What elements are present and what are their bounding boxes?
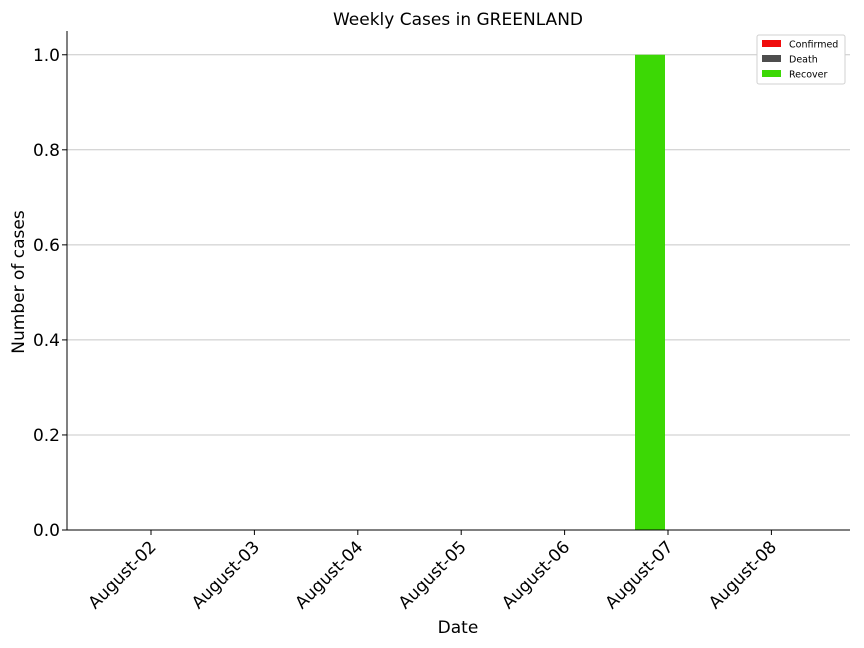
y-ticks: 0.0 0.2 0.4 0.6 0.8 1.0 [33,46,67,541]
legend-swatch-death [762,55,781,62]
y-tick-label: 0.8 [33,141,60,161]
x-tick-label: August-04 [291,537,367,613]
legend: Confirmed Death Recover [756,34,846,85]
y-tick-label: 1.0 [33,46,60,66]
legend-label-death: Death [789,55,818,66]
y-axis-label: Number of cases [9,210,29,354]
x-tick-label: August-05 [395,537,471,613]
y-tick-label: 0.4 [33,331,60,351]
chart-title: Weekly Cases in GREENLAND [333,10,583,30]
y-tick-label: 0.6 [33,236,60,256]
legend-swatch-confirmed [762,40,781,47]
y-tick-label: 0.0 [33,521,60,541]
y-tick-label: 0.2 [33,426,60,446]
legend-label-recover: Recover [789,70,828,81]
legend-swatch-recover [762,70,781,77]
x-tick-label: August-02 [85,537,161,613]
x-tick-label: August-06 [498,537,574,613]
bars [635,54,665,531]
x-ticks: August-02 August-03 August-04 August-05 Augu… [85,530,781,613]
bar-recover-august-07 [635,54,665,531]
x-tick-label: August-03 [188,537,264,613]
axes [66,31,850,531]
x-tick-label: August-08 [705,537,781,613]
grid-lines [67,54,850,531]
legend-label-confirmed: Confirmed [789,40,838,51]
x-tick-label: August-07 [602,537,678,613]
x-axis-label: Date [438,618,479,638]
